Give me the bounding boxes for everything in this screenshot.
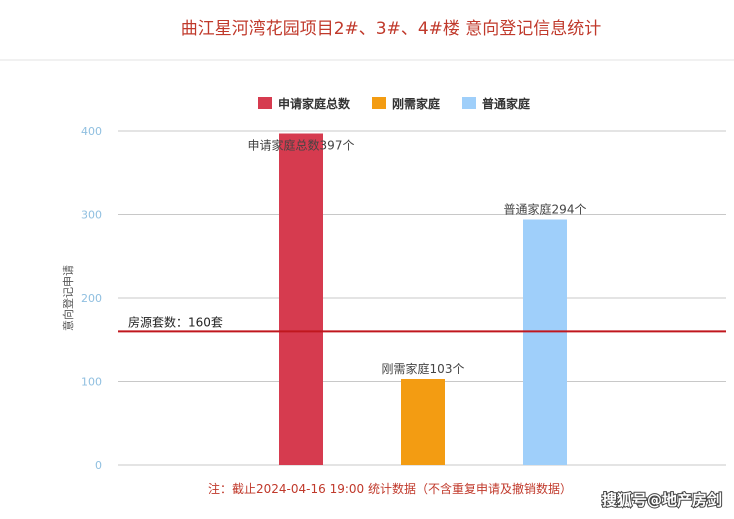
footnote: 注：截止2024-04-16 19:00 统计数据（不含重复申请及撤销数据） [208, 481, 572, 496]
y-tick-label: 400 [81, 125, 102, 138]
bar [279, 133, 323, 465]
chart-title: 曲江星河湾花园项目2#、3#、4#楼 意向登记信息统计 [181, 19, 602, 39]
legend-swatch [372, 97, 386, 109]
y-tick-label: 300 [81, 209, 102, 222]
legend-swatch [462, 97, 476, 109]
data-label: 刚需家庭103个 [382, 361, 465, 376]
bar [401, 378, 445, 465]
watermark: 搜狐号@地产房剑 [602, 491, 722, 509]
y-tick-label: 100 [81, 376, 102, 389]
data-label: 申请家庭总数397个 [248, 138, 355, 153]
reference-line-label: 房源套数：160套 [128, 314, 223, 329]
legend-swatch [258, 97, 272, 109]
legend-label: 普通家庭 [482, 96, 530, 111]
y-tick-label: 0 [95, 459, 102, 472]
y-axis: 0 100 200 300 400 [81, 125, 102, 472]
legend-label: 刚需家庭 [392, 96, 440, 111]
bar [523, 219, 567, 465]
legend-label: 申请家庭总数 [278, 96, 351, 111]
y-axis-label: 意向登记申请 [61, 265, 75, 331]
reference-line-group: 房源套数：160套 [118, 314, 726, 333]
legend: 申请家庭总数 刚需家庭 普通家庭 [258, 96, 530, 111]
data-label: 普通家庭294个 [504, 202, 587, 217]
y-tick-label: 200 [81, 292, 102, 305]
